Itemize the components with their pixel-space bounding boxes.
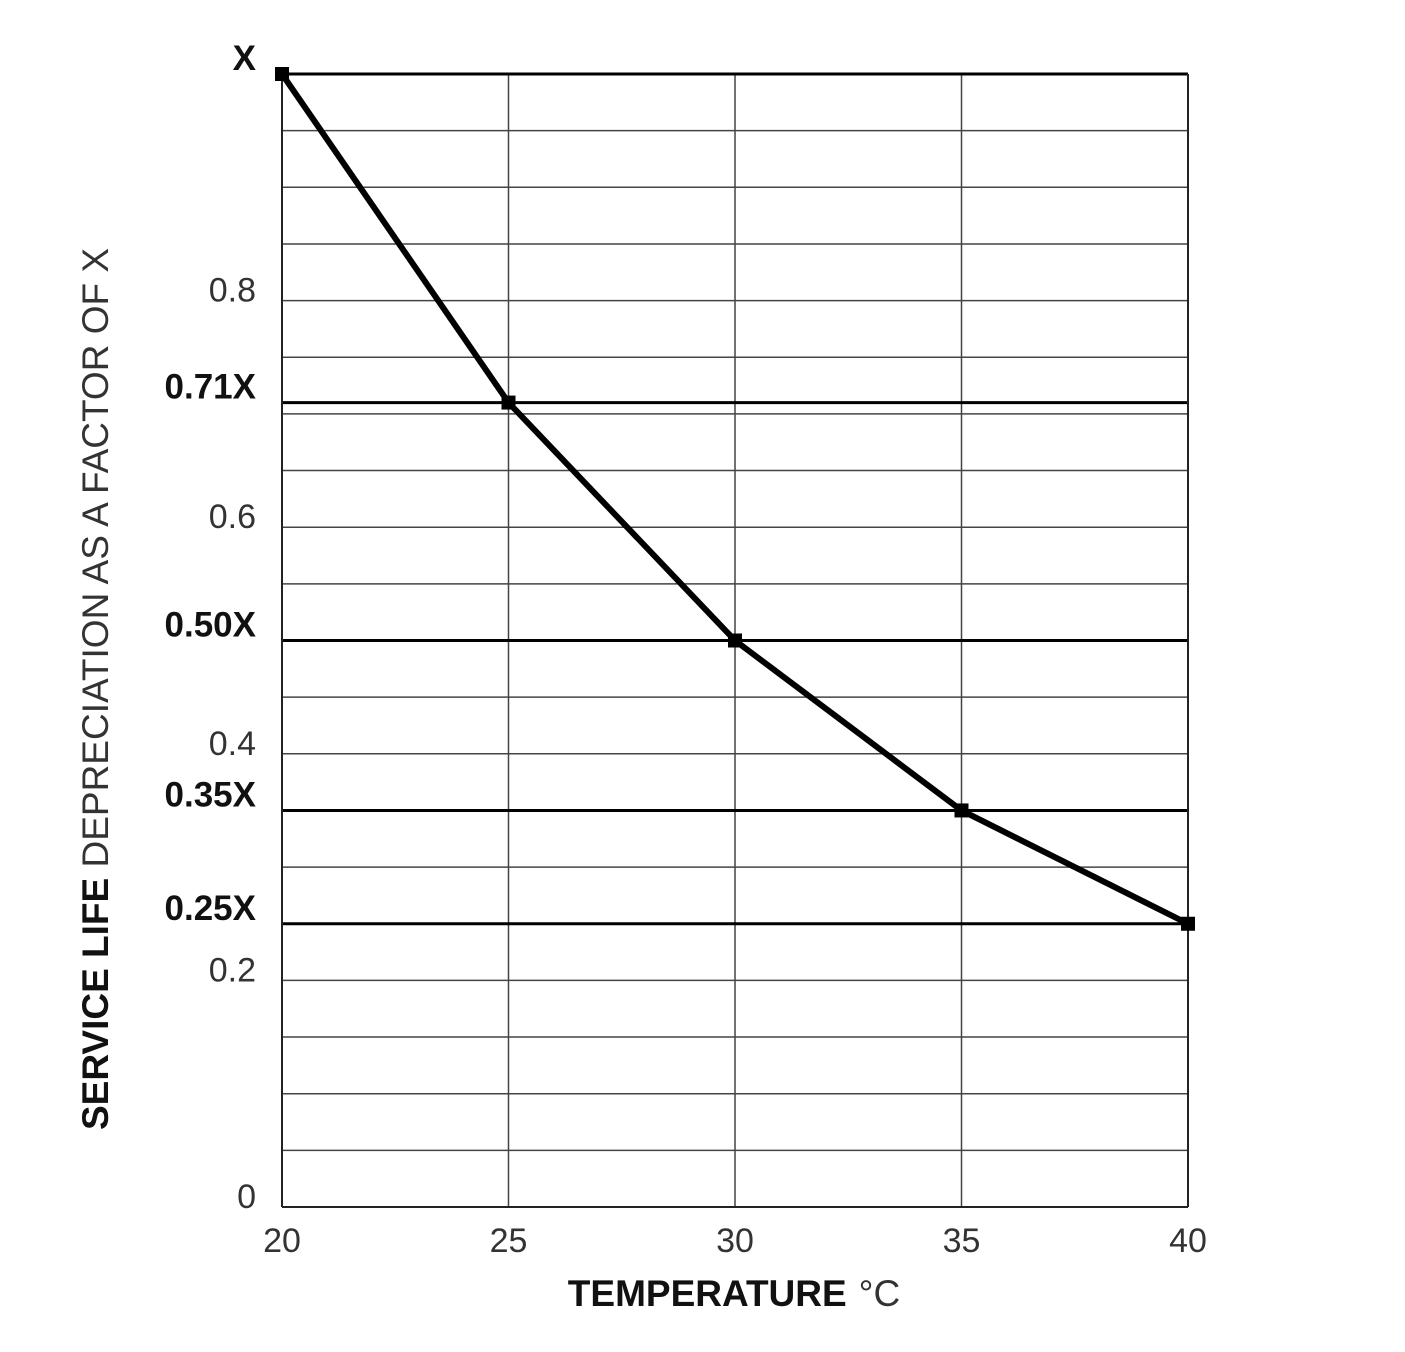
x-axis-title-unit: °C — [859, 1273, 901, 1314]
y-tick-label: 0.4 — [209, 725, 256, 763]
marked-level-label: 0.50X — [165, 606, 257, 645]
marked-level-label: 0.71X — [165, 368, 257, 407]
y-tick-label: 0.2 — [209, 951, 256, 989]
x-tick-label: 30 — [716, 1222, 754, 1260]
data-series — [275, 67, 1195, 931]
marked-level-label: 0.25X — [165, 889, 257, 928]
marked-level-label: X — [233, 39, 257, 78]
axis-labels: 20 25 30 35 40 0 0.2 0.4 0.6 0.8 X 0.71X 0.50X 0.35X 0… — [165, 39, 1207, 1260]
y-tick-label: 0.8 — [209, 272, 256, 310]
y-tick-label: 0.6 — [209, 498, 256, 536]
y-axis-title: SERVICE LIFE DEPRECIATION AS A FACTOR OF… — [75, 248, 116, 1130]
data-point-marker — [1181, 916, 1195, 931]
y-axis-title-rest: DEPRECIATION AS A FACTOR OF X — [75, 248, 116, 878]
y-axis-title-bold: SERVICE LIFE — [75, 878, 116, 1130]
y-tick-label: 0 — [237, 1178, 256, 1216]
axes — [281, 74, 1189, 1208]
data-point-marker — [728, 633, 742, 648]
x-tick-label: 35 — [943, 1222, 981, 1260]
marked-level-label: 0.35X — [165, 775, 257, 814]
x-tick-label: 40 — [1169, 1222, 1207, 1260]
x-axis-title: TEMPERATURE °C — [568, 1273, 900, 1314]
x-tick-label: 20 — [263, 1222, 301, 1260]
x-axis-title-bold: TEMPERATURE — [568, 1273, 847, 1314]
data-point-marker — [501, 395, 516, 410]
data-point-marker — [275, 67, 289, 81]
x-tick-label: 25 — [490, 1222, 528, 1260]
data-point-marker — [954, 803, 969, 818]
